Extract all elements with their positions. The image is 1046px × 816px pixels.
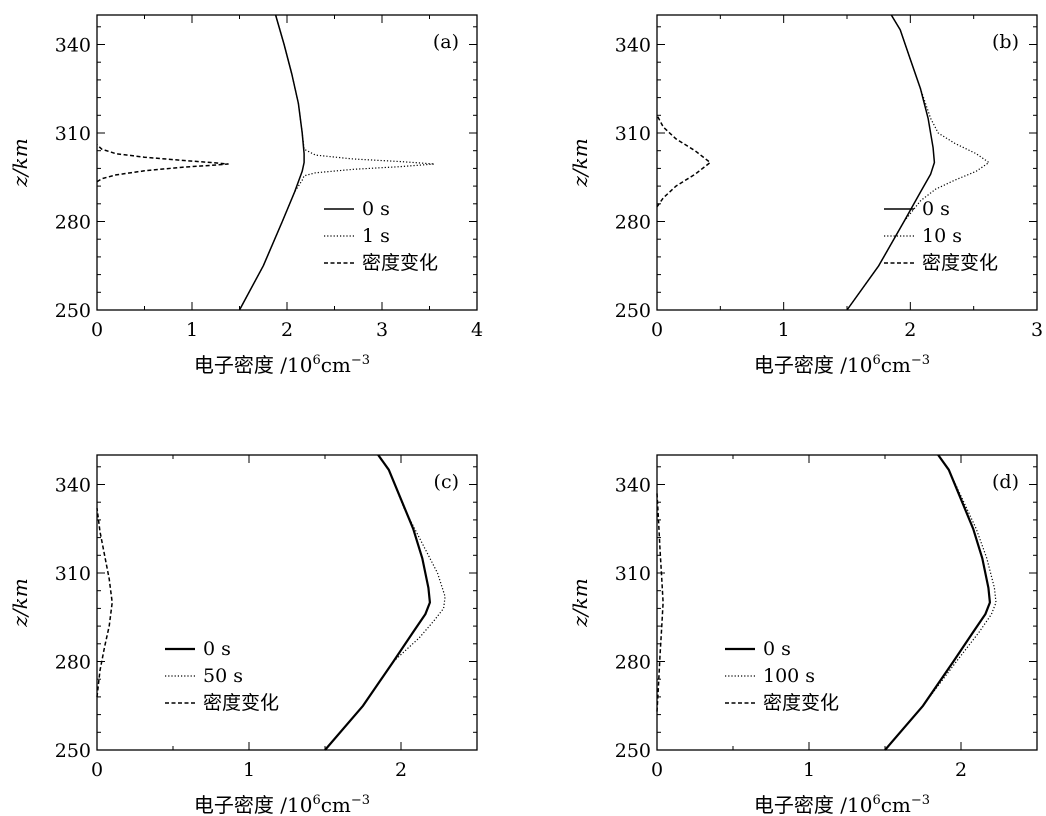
x-tick-label: 2 [904, 319, 916, 341]
y-tick-label: 280 [55, 212, 91, 234]
x-axis-label: 电子密度 /106cm−3 [194, 353, 370, 377]
series-line-1 [238, 14, 305, 311]
y-axis-label: z/km [568, 138, 592, 187]
y-tick-label: 280 [55, 652, 91, 674]
panel-label: (c) [434, 471, 459, 493]
legend-label: 100 s [763, 665, 815, 687]
y-tick-label: 250 [615, 300, 651, 322]
x-axis-label: 电子密度 /106cm−3 [754, 793, 930, 816]
y-axis-label: z/km [8, 578, 32, 627]
x-tick-label: 4 [471, 319, 483, 341]
y-tick-label: 340 [615, 35, 651, 57]
y-axis-label: z/km [8, 138, 32, 187]
y-tick-label: 250 [615, 740, 651, 762]
y-tick-label: 250 [55, 300, 91, 322]
y-tick-label: 280 [615, 652, 651, 674]
x-tick-label: 3 [1031, 319, 1043, 341]
legend-label: 密度变化 [203, 692, 279, 714]
y-tick-label: 310 [615, 563, 651, 585]
x-tick-label: 1 [186, 319, 198, 341]
y-tick-label: 310 [55, 123, 91, 145]
legend-label: 10 s [922, 225, 962, 247]
series-line-3 [656, 114, 711, 208]
y-tick-label: 340 [55, 35, 91, 57]
series-line-1 [324, 454, 431, 751]
series-line-3 [656, 493, 664, 712]
legend: 0 s 50 s 密度变化 [165, 638, 279, 714]
series-line-2 [238, 14, 435, 311]
x-tick-label: 1 [803, 759, 815, 781]
series-line-2 [884, 454, 997, 751]
legend-label: 密度变化 [362, 252, 438, 274]
y-tick-label: 310 [615, 123, 651, 145]
series-line-3 [96, 144, 229, 183]
plot-frame [96, 454, 478, 751]
legend-label: 0 s [763, 638, 791, 660]
legend-label: 密度变化 [763, 692, 839, 714]
x-tick-label: 2 [395, 759, 407, 781]
plot-frame [656, 454, 1038, 751]
panel-label: (d) [992, 471, 1019, 493]
y-tick-label: 310 [55, 563, 91, 585]
y-axis-label: z/km [568, 578, 592, 627]
legend-label: 0 s [922, 198, 950, 220]
chart-panel-3: 0 1 2 250 280 310 340 电子密度 /106cm−3 z/km (c) 0 s 50… [8, 454, 478, 816]
legend-label: 1 s [362, 225, 390, 247]
legend: 0 s 1 s 密度变化 [324, 198, 438, 274]
chart-panel-2: 0 1 2 3 250 280 310 340 电子密度 /106cm−3 z/km (b) 0 s 1… [568, 14, 1043, 377]
y-tick-label: 280 [615, 212, 651, 234]
x-tick-label: 3 [376, 319, 388, 341]
series-line-2 [846, 14, 990, 311]
series-line-3 [96, 508, 113, 697]
legend: 0 s 100 s 密度变化 [725, 638, 839, 714]
x-tick-label: 0 [91, 319, 103, 341]
panel-label: (a) [433, 31, 459, 53]
x-axis-label: 电子密度 /106cm−3 [194, 793, 370, 816]
x-axis-label: 电子密度 /106cm−3 [754, 353, 930, 377]
legend-label: 0 s [203, 638, 231, 660]
series-line-1 [884, 454, 991, 751]
legend-label: 50 s [203, 665, 243, 687]
x-tick-label: 0 [91, 759, 103, 781]
x-tick-label: 1 [243, 759, 255, 781]
legend-label: 密度变化 [922, 252, 998, 274]
legend-label: 0 s [362, 198, 390, 220]
x-tick-label: 2 [281, 319, 293, 341]
legend: 0 s 10 s 密度变化 [884, 198, 998, 274]
x-tick-label: 2 [955, 759, 967, 781]
chart-panel-4: 0 1 2 250 280 310 340 电子密度 /106cm−3 z/km (d) 0 s 10… [568, 454, 1038, 816]
chart-panel-1: 0 1 2 3 4 250 280 310 340 电子密度 /106cm−3 z/km (a) 0 s… [8, 14, 483, 377]
x-tick-label: 0 [651, 319, 663, 341]
panel-label: (b) [992, 31, 1019, 53]
y-tick-label: 250 [55, 740, 91, 762]
x-tick-label: 0 [651, 759, 663, 781]
y-tick-label: 340 [55, 475, 91, 497]
series-line-2 [324, 454, 446, 751]
y-tick-label: 340 [615, 475, 651, 497]
x-tick-label: 1 [778, 319, 790, 341]
